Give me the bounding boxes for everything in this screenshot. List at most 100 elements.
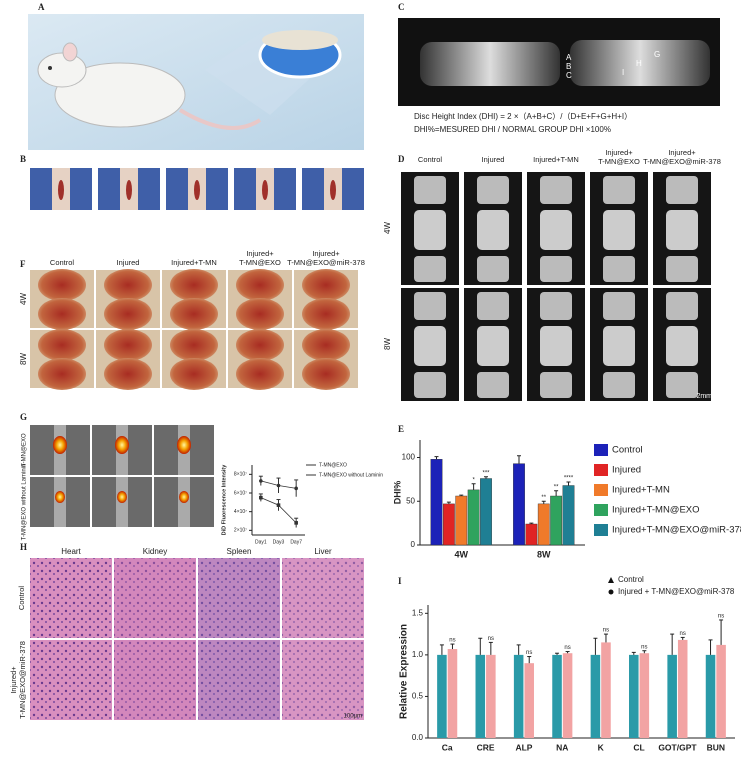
column-label: Liver (314, 547, 332, 556)
y-tick-label: 0.5 (412, 692, 424, 701)
legend-label: Injured (612, 465, 641, 476)
row-label: T-MN@EXO without Laminin (22, 464, 28, 541)
vertebra (414, 372, 446, 398)
xray-letter: G (654, 50, 660, 59)
bar (562, 485, 575, 546)
bar (716, 644, 726, 738)
histology-tint (198, 558, 280, 638)
y-axis-label: DiD Fluorescence Intensity (221, 464, 227, 536)
vertebra (540, 210, 572, 250)
legend-marker (608, 577, 614, 583)
tissue (104, 298, 152, 330)
vertebra (540, 292, 572, 320)
bar (513, 654, 524, 738)
vertebra (414, 256, 446, 282)
legend-label: Injured+T-MN@EXO (612, 505, 700, 516)
histology-tint (30, 640, 112, 720)
bar (562, 653, 573, 738)
row-label: 4W (383, 222, 392, 234)
row-label: 8W (19, 353, 28, 365)
vertebra (477, 372, 509, 398)
vertebra (666, 210, 698, 250)
significance-label: ns (449, 638, 455, 644)
y-tick-label: 2×10⁷ (234, 528, 247, 534)
tissue (104, 269, 152, 301)
vertebra (477, 256, 509, 282)
tissue (170, 298, 218, 330)
bar (442, 503, 455, 546)
vertebra (414, 292, 446, 320)
bar (430, 459, 443, 546)
tissue (302, 358, 350, 390)
vertebra (414, 210, 446, 250)
tissue (236, 298, 284, 330)
vertebra (666, 256, 698, 282)
column-label: Injured+ (246, 249, 274, 258)
tissue (302, 298, 350, 330)
y-tick-label: 0 (411, 540, 416, 549)
legend-label: Injured + T-MN@EXO@miR-378 (618, 587, 735, 596)
formula: Disc Height Index (DHI) = 2 ×（A+B+C）/（D+… (414, 112, 632, 121)
column-label: Injured (117, 258, 140, 267)
fluorescence (115, 436, 129, 454)
column-label: Heart (61, 547, 81, 556)
column-label: Spleen (227, 547, 252, 556)
legend-swatch (594, 524, 608, 536)
tissue (170, 358, 218, 390)
tissue (170, 329, 218, 361)
fluorescence (177, 436, 191, 454)
vertebra (666, 372, 698, 398)
y-axis-label: Relative Expression (399, 624, 410, 719)
legend-swatch (594, 484, 608, 496)
panel-label: F (20, 259, 26, 269)
legend-label: Control (612, 445, 643, 456)
column-label: T-MN@EXO (239, 258, 281, 267)
x-tick-label: NA (556, 742, 568, 752)
rat-illustration (37, 30, 342, 130)
vertebra (603, 210, 635, 250)
bar (513, 463, 525, 546)
significance-label: ns (680, 631, 686, 637)
column-label: Injured (482, 155, 505, 164)
fluorescence (179, 491, 189, 503)
vertebra (414, 176, 446, 204)
row-label: T-MN@EXO (22, 433, 28, 467)
panel-label: I (398, 576, 402, 586)
formula: DHI%=MESURED DHI / NORMAL GROUP DHI ×100… (414, 125, 611, 134)
vertebra (420, 42, 560, 86)
histology-tint (282, 558, 364, 638)
significance-label: ns (641, 644, 647, 650)
tissue (38, 329, 86, 361)
scale-label: 2mm (696, 393, 712, 400)
incision (262, 180, 268, 200)
x-tick-label: 4W (455, 549, 469, 559)
incision (194, 180, 200, 200)
histology-image (198, 558, 280, 638)
bar (550, 495, 563, 546)
xray-letter: C (566, 71, 572, 80)
bar (601, 642, 611, 738)
row-label: Control (17, 586, 26, 611)
x-tick-label: BUN (707, 742, 725, 752)
column-label: Injured+T-MN (171, 258, 217, 267)
tissue (38, 358, 86, 390)
bar (455, 495, 468, 546)
column-label: T-MN@EXO@miR-378 (287, 258, 365, 267)
histology-image (198, 640, 280, 720)
histology-tint (282, 640, 364, 720)
histology-image (282, 640, 364, 720)
y-tick-label: 4×10⁷ (234, 509, 247, 515)
y-tick-label: 8×10⁷ (234, 472, 247, 478)
legend-label: Injured+T-MN (612, 485, 670, 496)
histology-image (114, 640, 196, 720)
bar (552, 654, 562, 738)
panel-label: A (38, 2, 45, 12)
tissue (236, 358, 284, 390)
legend-marker (608, 589, 614, 595)
panel-label: H (20, 542, 27, 552)
tissue (104, 329, 152, 361)
vertebra (414, 326, 446, 366)
bar (437, 654, 447, 738)
x-tick-label: GOT/GPT (658, 742, 697, 752)
bar (639, 653, 650, 738)
